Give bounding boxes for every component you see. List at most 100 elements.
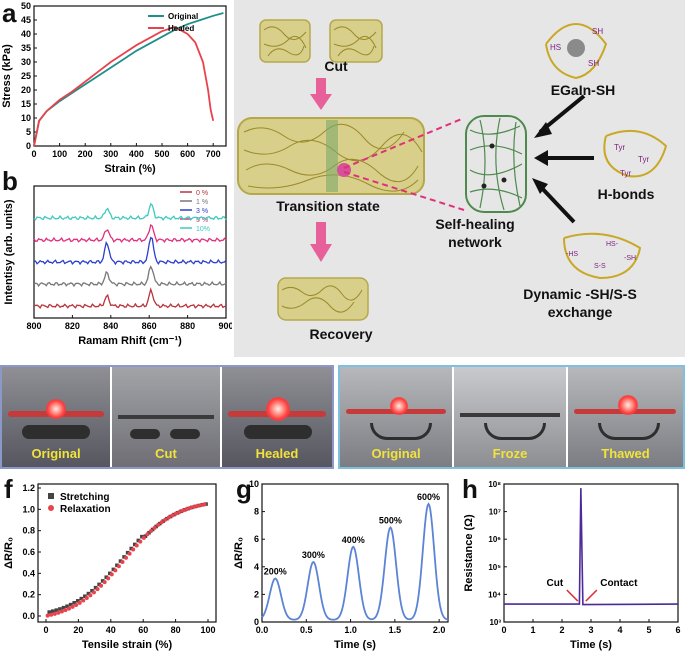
scatter-point-stretching [104, 575, 109, 580]
cut-block-right [329, 19, 383, 63]
y-tick-label: 0.2 [22, 590, 35, 600]
annotation-contact: Contact [600, 578, 638, 589]
y-axis-label: ΔR/R₀ [3, 537, 15, 569]
scatter-point-relaxation [102, 580, 107, 585]
panel-f-letter: f [4, 474, 13, 504]
x-tick-label: 0 [501, 625, 506, 635]
y-axis-label: ΔR/R₀ [233, 537, 245, 569]
x-tick-label: 100 [200, 625, 215, 635]
svg-text:SH: SH [592, 27, 603, 36]
scatter-point-stretching [61, 605, 66, 610]
y-tick-label: 45 [21, 15, 31, 25]
scatter-point-stretching [140, 534, 144, 539]
photo-e-label-thawed: Thawed [601, 446, 650, 461]
scatter-point-relaxation [163, 517, 168, 522]
scatter-point-stretching [86, 591, 91, 596]
scatter-point-stretching [129, 546, 134, 551]
y-tick-label: 0 [26, 141, 31, 151]
x-axis-label: Ramam Rhift (cm⁻¹) [78, 335, 182, 347]
scatter-point-relaxation [113, 568, 118, 573]
photo-d-label-original: Original [31, 446, 81, 461]
scatter-point-stretching [125, 550, 130, 555]
label-self-healing: Self-healing [435, 216, 515, 232]
svg-text:-SH: -SH [624, 255, 636, 262]
annotation-arrow-contact [585, 589, 598, 602]
y-tick-label: 30 [21, 57, 31, 67]
scatter-point-relaxation [59, 609, 64, 614]
scatter-point-stretching [65, 604, 69, 609]
x-tick-label: 900 [218, 321, 232, 331]
legend-marker [48, 505, 54, 511]
legend-label: Relaxation [60, 504, 111, 515]
scatter-point-stretching [132, 542, 137, 547]
scatter-point-relaxation [177, 509, 182, 514]
x-tick-label: 40 [106, 625, 116, 635]
scatter-point-stretching [122, 555, 126, 559]
scatter-point-relaxation [81, 598, 86, 603]
y-tick-label: 2 [254, 589, 259, 599]
scatter-point-stretching [118, 559, 123, 563]
photo-d-healed: Healed [222, 367, 332, 467]
series-line-original [33, 12, 224, 147]
legend-marker [48, 493, 54, 499]
scatter-point-relaxation [95, 587, 100, 592]
scatter-point-relaxation [195, 503, 200, 508]
y-axis-label: Stress (kPa) [1, 44, 13, 108]
photo-e-label-original: Original [371, 446, 421, 461]
scatter-point-relaxation [166, 515, 171, 520]
scatter-point-stretching [93, 585, 98, 590]
scatter-point-relaxation [170, 513, 175, 518]
scatter-point-relaxation [191, 504, 196, 509]
x-tick-label: 100 [52, 149, 67, 159]
arrow-down-1 [310, 78, 332, 110]
scatter-point-stretching [83, 594, 87, 599]
scatter-point-relaxation [148, 528, 153, 533]
y-tick-label: 10⁸ [488, 480, 501, 489]
scatter-point-stretching [54, 608, 59, 612]
panel-d-frame [0, 365, 334, 469]
scatter-point-stretching [147, 530, 151, 535]
chart-a-stress-strain: 0 100 200 300 400 500 600 700 0 5 10 15 20 25 30 35 40 45… [1, 1, 227, 175]
scatter-point-stretching [68, 602, 73, 607]
peak-label-4: 600% [417, 492, 440, 502]
scatter-point-stretching [97, 582, 101, 587]
scatter-point-stretching [115, 563, 119, 568]
y-tick-label: 50 [21, 1, 31, 11]
scatter-point-relaxation [156, 522, 161, 527]
x-tick-label: 0.0 [256, 625, 269, 635]
panel-e-frame [338, 365, 685, 469]
y-tick-label: 20 [21, 85, 31, 95]
legend-label: Original [168, 12, 198, 21]
x-tick-label: 500 [154, 149, 169, 159]
peak-label-0: 200% [264, 567, 287, 577]
x-tick-label: 1 [530, 625, 535, 635]
scatter-point-stretching [79, 596, 84, 601]
y-tick-label: 0.0 [22, 611, 35, 621]
legend-label: 3 % [196, 208, 208, 215]
x-tick-label: 2 [559, 625, 564, 635]
y-tick-label: 1.0 [22, 504, 35, 514]
scatter-point-stretching [75, 599, 80, 603]
svg-text:SH: SH [588, 59, 599, 68]
plot-frame [37, 483, 217, 623]
scatter-point-relaxation [70, 604, 75, 609]
scatter-point-stretching [47, 610, 52, 614]
svg-text:-HS: -HS [566, 251, 578, 258]
scatter-point-relaxation [120, 560, 125, 565]
label-recovery: Recovery [309, 326, 373, 342]
scatter-point-relaxation [49, 612, 54, 617]
y-tick-label: 0.8 [22, 526, 35, 536]
arrow-from-dynamic [532, 178, 576, 224]
x-tick-label: 400 [129, 149, 144, 159]
y-tick-label: 1.2 [22, 483, 35, 493]
legend-label: 0 % [196, 190, 208, 197]
scatter-point-stretching [154, 524, 158, 529]
y-tick-label: 10⁷ [489, 508, 501, 517]
scatter-point-relaxation [124, 555, 129, 560]
x-tick-label: 1.5 [389, 625, 402, 635]
egain-molecule: HS SH SH [545, 23, 608, 80]
scatter-point-stretching [51, 609, 55, 613]
photo-d-label-healed: Healed [255, 446, 299, 461]
scatter-point-relaxation [181, 508, 186, 513]
raman-trace-2 [33, 236, 227, 266]
